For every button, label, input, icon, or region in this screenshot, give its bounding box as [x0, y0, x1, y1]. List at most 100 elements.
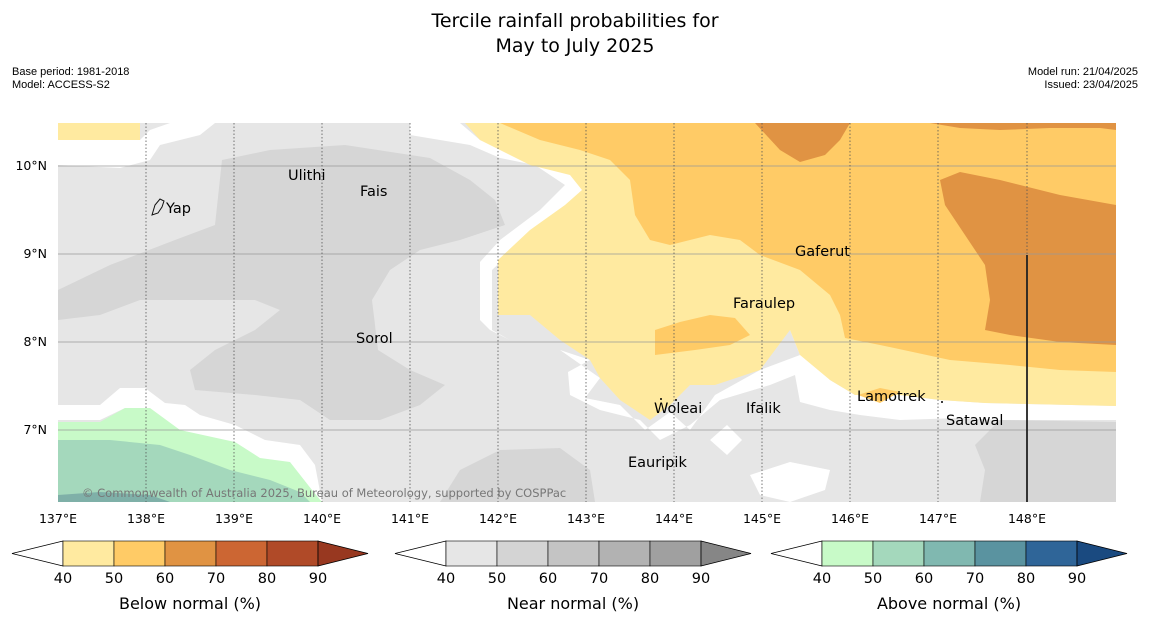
colorbar-over-triangle	[700, 540, 752, 567]
lon-tick-label: 141°E	[391, 511, 429, 526]
axis-labels: 10°N 9°N 8°N 7°N 137°E 138°E 139°E 140°E 141°E 14…	[15, 158, 1046, 526]
near-normal-50-south	[440, 448, 595, 502]
colorbar-tick-label: 60	[539, 571, 557, 587]
lon-tick-label: 146°E	[831, 511, 869, 526]
title-line-2: May to July 2025	[495, 35, 655, 57]
lon-tick-label: 144°E	[655, 511, 693, 526]
place-label: Fais	[360, 184, 387, 200]
lat-tick-label: 8°N	[23, 334, 47, 349]
lon-tick-label: 137°E	[39, 511, 77, 526]
colorbar-segment	[215, 540, 268, 567]
colorbar-tick-label: 90	[309, 571, 327, 587]
white-band-southwest	[58, 388, 322, 502]
yap-island-outline	[151, 198, 165, 216]
island-dot	[941, 401, 943, 403]
colorbar-segment	[547, 540, 600, 567]
below-normal-40-nw	[58, 123, 140, 140]
colorbar-segment	[872, 540, 925, 567]
below-normal-50-lamotrek	[858, 388, 900, 403]
map-grid	[58, 123, 1116, 502]
above-normal-50-field	[58, 440, 310, 502]
colorbar-segment	[649, 540, 702, 567]
colorbar-tick-label: 70	[207, 571, 225, 587]
place-label: Ifalik	[746, 401, 781, 417]
lat-tick-label: 9°N	[23, 246, 47, 261]
probability-fields	[58, 123, 1116, 502]
meta-left: Base period: 1981-2018 Model: ACCESS-S2	[12, 66, 129, 92]
place-label: Woleai	[654, 401, 702, 417]
colorbar-segment	[266, 540, 319, 567]
white-band-main	[410, 123, 1116, 440]
above-normal-60-field	[58, 492, 170, 502]
colorbar-tick-label: 50	[488, 571, 506, 587]
title-line-1: Tercile rainfall probabilities for	[431, 10, 719, 32]
colorbar-segment	[974, 540, 1027, 567]
place-label: Ulithi	[288, 168, 326, 184]
colorbar-tick-label: 80	[641, 571, 659, 587]
lon-tick-label: 140°E	[303, 511, 341, 526]
place-label: Eauripik	[628, 455, 687, 471]
colorbar-segment	[598, 540, 651, 567]
colorbar-segment	[923, 540, 976, 567]
place-label: Yap	[165, 201, 191, 217]
colorbar-tick-label: 40	[813, 571, 831, 587]
near-normal-50-west	[58, 145, 505, 420]
colorbar-under-triangle	[394, 540, 447, 567]
colorbar-segment	[1025, 540, 1078, 567]
colorbar-over-triangle	[317, 540, 369, 567]
colorbar-label-below: Below normal (%)	[118, 594, 262, 613]
near-normal-50-southeast	[975, 420, 1116, 502]
colorbar-tick-label: 50	[105, 571, 123, 587]
colorbar-tick-label: 90	[692, 571, 710, 587]
below-normal-60-ne	[930, 123, 1116, 130]
colorbar-label-near: Near normal (%)	[506, 594, 640, 613]
lon-tick-label: 143°E	[567, 511, 605, 526]
lon-tick-label: 147°E	[919, 511, 957, 526]
colorbar-tick-label: 40	[437, 571, 455, 587]
colorbar-tick-label: 90	[1068, 571, 1086, 587]
copyright-notice: © Commonwealth of Australia 2025, Bureau…	[82, 486, 567, 500]
colorbar-tick-label: 50	[864, 571, 882, 587]
place-label: Lamotrek	[857, 389, 926, 405]
lat-tick-label: 7°N	[23, 422, 47, 437]
colorbar-over-triangle	[1076, 540, 1128, 567]
colorbar-tick-label: 80	[1017, 571, 1035, 587]
colorbar-segment	[113, 540, 166, 567]
model-run: Model run: 21/04/2025	[1027, 66, 1138, 78]
colorbar-under-triangle	[11, 540, 64, 567]
place-label: Faraulep	[733, 296, 795, 312]
colorbar-segment	[164, 540, 217, 567]
lon-tick-label: 148°E	[1008, 511, 1046, 526]
below-normal-60-east	[940, 172, 1116, 345]
colorbars: 40 50 60 70 80 90 40 50 60 70 80 90 40 50 60 70 80 90	[11, 540, 1128, 587]
white-spot-south	[750, 462, 830, 502]
colorbar-tick-label: 60	[915, 571, 933, 587]
colorbar-tick-label: 70	[590, 571, 608, 587]
colorbar-segment	[821, 540, 874, 567]
place-label: Satawal	[946, 413, 1003, 429]
place-label: Sorol	[356, 331, 393, 347]
island-dot	[675, 399, 677, 401]
lon-tick-label: 139°E	[215, 511, 253, 526]
island-dot	[660, 398, 662, 400]
lon-tick-label: 142°E	[479, 511, 517, 526]
white-spot-ifalik	[710, 425, 742, 455]
white-band-west	[58, 123, 215, 168]
colorbar-segment	[62, 540, 115, 567]
issued-date: Issued: 23/04/2025	[1044, 79, 1138, 91]
colorbar-segment	[496, 540, 549, 567]
colorbar-tick-label: 60	[156, 571, 174, 587]
place-label: Gaferut	[795, 244, 850, 260]
colorbar-tick-label: 40	[54, 571, 72, 587]
place-labels: Yap Ulithi Fais Gaferut Faraulep Sorol Lamotre…	[165, 168, 1003, 471]
base-period: Base period: 1981-2018	[12, 66, 130, 78]
colorbar-under-triangle	[770, 540, 823, 567]
meta-right: Model run: 21/04/2025 Issued: 23/04/2025	[1028, 66, 1138, 92]
colorbar-tick-label: 80	[258, 571, 276, 587]
below-normal-60-north	[755, 123, 850, 162]
model-name: Model: ACCESS-S2	[12, 79, 110, 91]
colorbar-label-above: Above normal (%)	[876, 594, 1022, 613]
lon-tick-label: 138°E	[127, 511, 165, 526]
lon-tick-label: 145°E	[743, 511, 781, 526]
